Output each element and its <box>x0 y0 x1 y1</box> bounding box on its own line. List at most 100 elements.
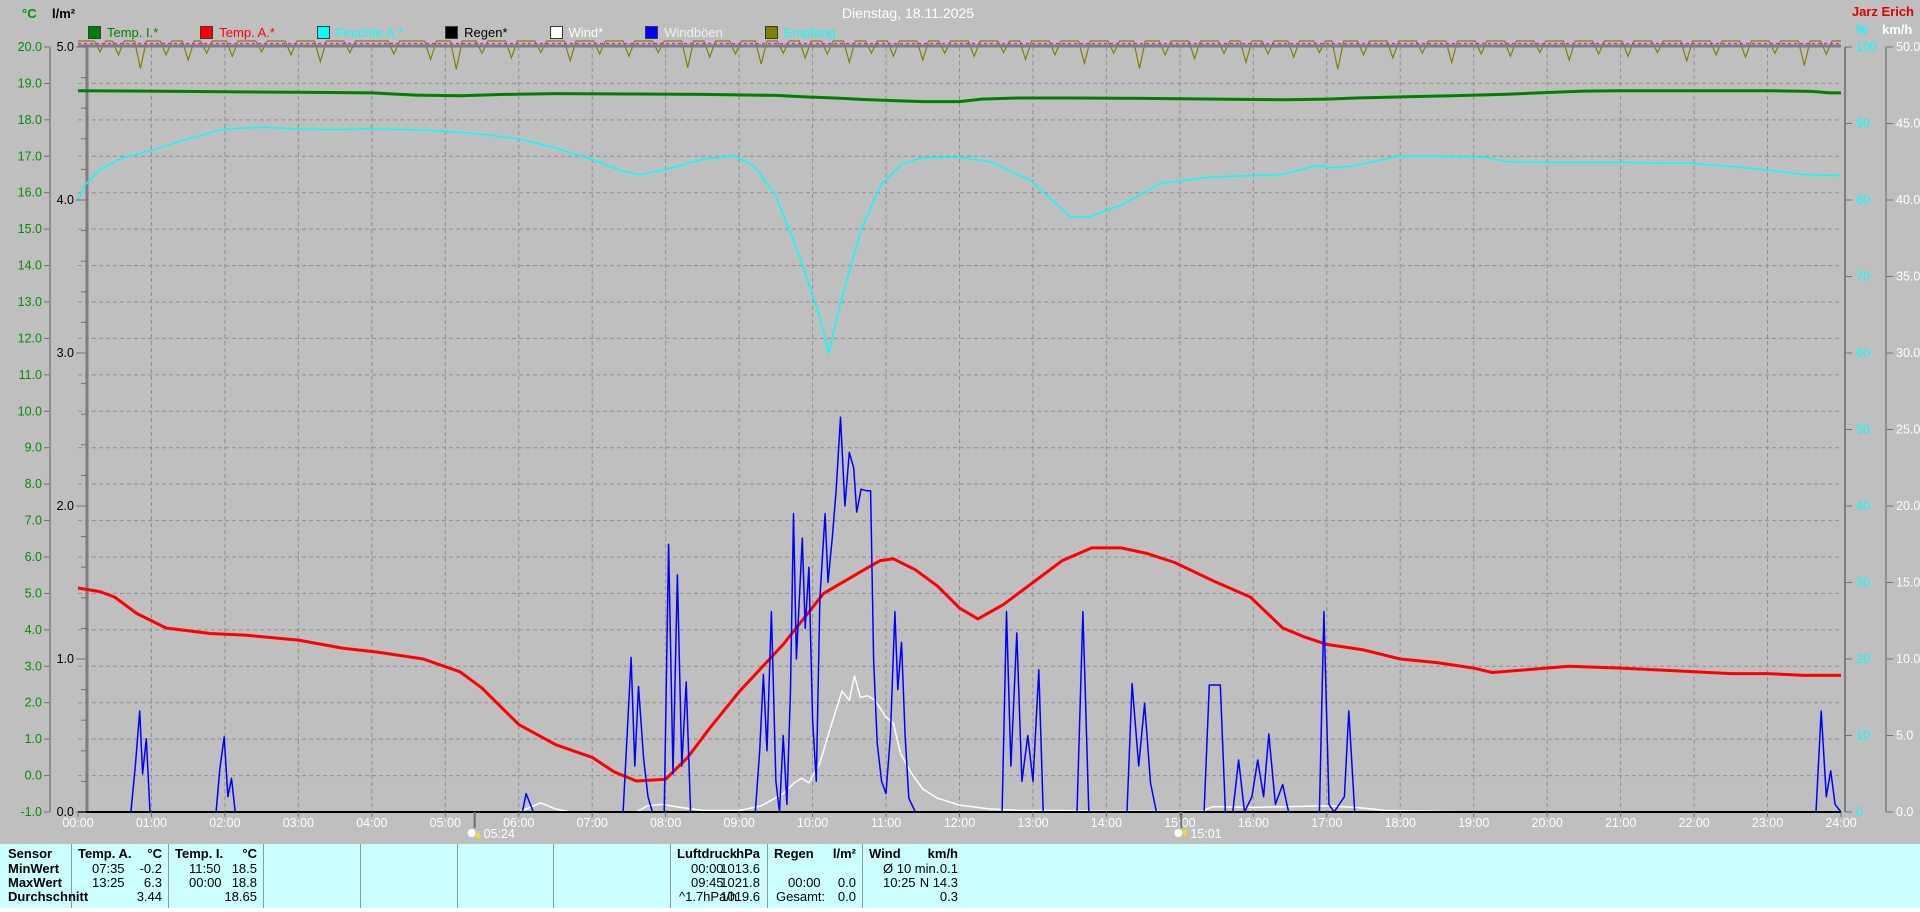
table-divider <box>457 844 458 908</box>
legend-label: Windböen <box>664 25 723 40</box>
temp-tick-label: 0.0 <box>25 769 42 783</box>
legend-item-feuchtea: Feuchte A.* <box>316 25 404 40</box>
temp-tick-label: 16.0 <box>18 186 42 200</box>
table-divider <box>360 844 361 908</box>
luftdruck-avg-time: ^1.7hPa/h <box>679 889 738 904</box>
hour-label: 07:00 <box>577 816 608 830</box>
weather-chart: -1.0 0.0 1.0 2.0 3.0 4.0 5.0 6.0 7.0 8.0 9.0 10.0 11… <box>18 40 1920 841</box>
legend-item-empfang: Empfang <box>764 25 836 40</box>
col-unit-tempa: °C <box>147 846 162 861</box>
wind-max-time: 10:25 <box>883 875 916 890</box>
row-label-maxwert: MaxWert <box>8 875 62 890</box>
temp-tick-label: 11.0 <box>19 368 42 382</box>
legend-label: Wind* <box>568 25 604 40</box>
axis-header-rain: l/m² <box>52 6 76 21</box>
hour-label: 02:00 <box>209 816 240 830</box>
tempa-max-value: 6.3 <box>143 875 162 890</box>
wind-tick-label: 25.0 <box>1896 423 1920 437</box>
luftdruck-max-value: 1021.8 <box>720 875 760 890</box>
row-label-durchschnitt: Durchschnitt <box>8 889 89 904</box>
legend-swatch <box>88 26 101 39</box>
rain-tick-label: 0.0 <box>57 805 74 819</box>
legend-swatch <box>200 26 214 39</box>
tempi-min-time: 11:50 <box>189 861 221 876</box>
rain-tick-label: 4.0 <box>57 193 74 207</box>
luftdruck-min-time: 00:00 <box>691 861 724 876</box>
wind-tick-label: 15.0 <box>1896 576 1920 590</box>
tempa-max-time: 13:25 <box>92 875 125 890</box>
hour-label: 21:00 <box>1605 816 1636 830</box>
temp-tick-label: 18.0 <box>18 113 42 127</box>
luftdruck-min-value: 1013.6 <box>720 861 760 876</box>
table-divider <box>553 844 554 908</box>
temp-tick-label: 8.0 <box>25 477 42 491</box>
bottom-strip <box>0 908 1920 912</box>
hour-label: 22:00 <box>1678 816 1709 830</box>
temp-tick-label: 6.0 <box>25 550 42 564</box>
tempi-avg-value: 18.65 <box>224 889 257 904</box>
rain-tick-label: 5.0 <box>57 40 74 54</box>
hour-label: 10:00 <box>797 816 828 830</box>
legend-label: Temp. A.* <box>219 25 275 40</box>
temp-tick-label: 13.0 <box>18 295 42 309</box>
legend-label: Regen* <box>464 25 508 40</box>
row-label-sensor: Sensor <box>8 846 53 861</box>
legend-label: Feuchte A.* <box>335 25 404 40</box>
table-divider <box>168 844 169 908</box>
humidity-tick-label: 100 <box>1856 40 1877 54</box>
humidity-tick-label: 90 <box>1856 117 1870 131</box>
regen-avg-time: Gesamt: <box>776 889 826 904</box>
hour-label: 24:00 <box>1825 816 1856 830</box>
legend-swatch <box>549 26 563 39</box>
hour-label: 05:00 <box>430 816 461 830</box>
col-unit-tempi: °C <box>242 846 257 861</box>
temp-tick-label: 15.0 <box>18 222 42 236</box>
luftdruck-avg-value: 1019.6 <box>720 889 760 904</box>
col-unit-regen: l/m² <box>832 846 856 861</box>
row-label-minwert: MinWert <box>8 861 60 876</box>
sunset-icon <box>1174 829 1183 837</box>
temp-tick-label: 20.0 <box>18 40 42 54</box>
legend-swatch <box>445 26 459 39</box>
tempi-max-value: 18.8 <box>231 875 257 890</box>
humidity-tick-label: 0 <box>1856 805 1863 819</box>
humidity-tick-label: 30 <box>1856 576 1870 590</box>
wind-min-value: 0.1 <box>939 861 958 876</box>
table-divider <box>670 844 671 908</box>
axis-header-wind: km/h <box>1882 22 1913 37</box>
table-divider <box>862 844 863 908</box>
temp-tick-label: -1.0 <box>20 805 42 819</box>
legend-item-windben: Windböen <box>645 25 723 40</box>
temp-tick-label: 12.0 <box>18 331 42 345</box>
col-header-wind: Wind <box>869 846 901 861</box>
wind-tick-label: 50.0 <box>1896 40 1920 54</box>
legend-swatch <box>316 26 330 39</box>
page-title: Dienstag, 18.11.2025 <box>841 5 975 21</box>
series-tempi <box>77 89 1841 104</box>
series-tempa <box>77 546 1841 783</box>
hour-label: 09:00 <box>723 816 754 830</box>
legend-swatch <box>645 26 659 39</box>
legend-item-regen: Regen* <box>445 25 508 40</box>
temp-tick-label: 2.0 <box>25 696 42 710</box>
rain-tick-label: 1.0 <box>57 652 74 666</box>
col-header-luftdruck: Luftdruck <box>677 846 737 861</box>
temp-tick-label: 14.0 <box>18 259 42 273</box>
hour-label: 23:00 <box>1752 816 1783 830</box>
temp-tick-label: 9.0 <box>25 441 42 455</box>
stats-table: Sensor MinWert MaxWert Durchschnitt Temp. A.… <box>0 844 1920 908</box>
axis-header-celsius: °C <box>22 6 37 21</box>
wind-tick-label: 40.0 <box>1896 193 1920 207</box>
humidity-tick-label: 40 <box>1856 499 1870 513</box>
tempa-avg-value: 3.44 <box>136 889 162 904</box>
humidity-tick-label: 10 <box>1856 729 1870 743</box>
col-header-tempa: Temp. A. <box>78 846 132 861</box>
hour-label: 15:00 <box>1164 816 1195 830</box>
legend-swatch <box>764 26 778 39</box>
tempa-min-time: 07:35 <box>92 861 125 876</box>
wind-tick-label: 30.0 <box>1896 346 1920 360</box>
tempa-min-value: -0.2 <box>139 861 162 876</box>
temp-tick-label: 5.0 <box>25 586 42 600</box>
temp-tick-label: 17.0 <box>18 149 42 163</box>
